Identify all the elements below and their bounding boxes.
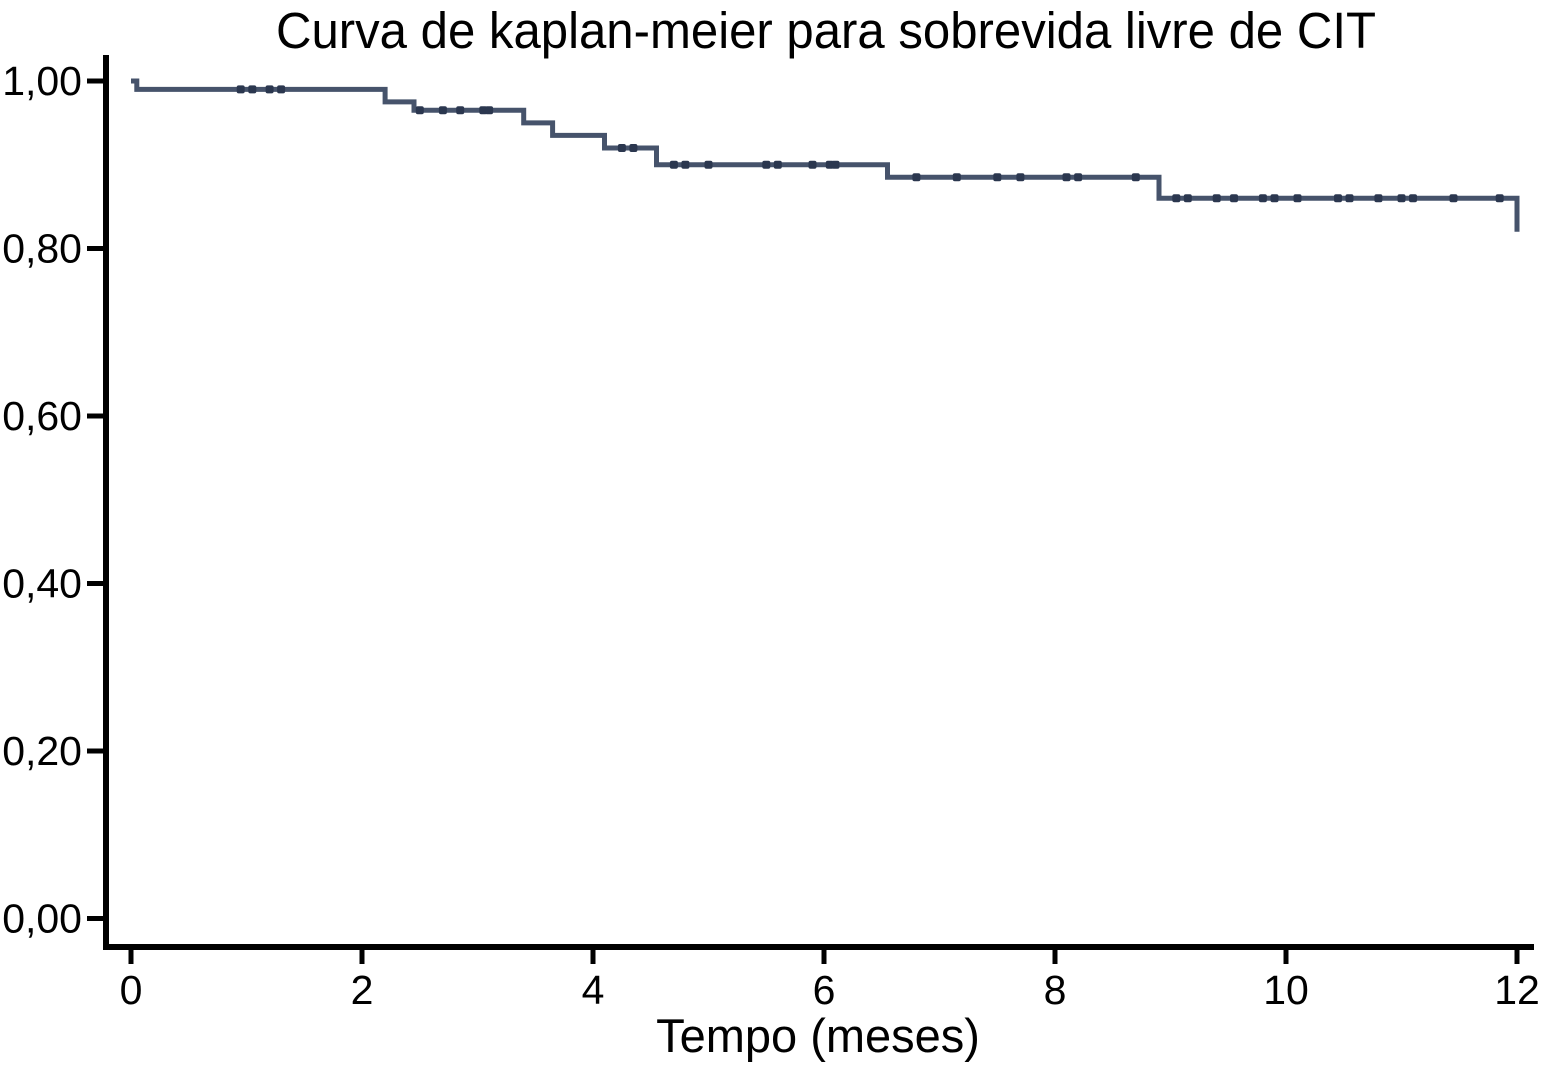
censor-mark: [248, 85, 257, 94]
x-tick-label: 12: [1494, 967, 1540, 1013]
x-tick-label: 8: [1044, 967, 1067, 1013]
y-tick-label: 0,80: [2, 226, 82, 272]
censor-mark: [1212, 194, 1221, 203]
censor-mark: [808, 160, 817, 169]
censor-mark: [669, 160, 678, 169]
chart-title: Curva de kaplan-meier para sobrevida liv…: [276, 2, 1376, 59]
censor-mark: [681, 160, 690, 169]
censor-marks: [236, 85, 1504, 203]
censor-mark: [438, 106, 447, 115]
censor-mark: [1258, 194, 1267, 203]
censor-mark: [1449, 194, 1458, 203]
censor-mark: [277, 85, 286, 94]
y-tick-label: 1,00: [2, 58, 82, 104]
censor-mark: [912, 173, 921, 182]
x-tick-label: 10: [1263, 967, 1309, 1013]
censor-mark: [1062, 173, 1071, 182]
axes: [103, 55, 1534, 950]
censor-mark: [415, 106, 424, 115]
censor-mark: [617, 144, 626, 152]
x-tick-label: 2: [351, 967, 374, 1013]
x-tick-label: 6: [813, 967, 836, 1013]
censor-mark: [1409, 194, 1417, 203]
censor-mark: [1172, 194, 1181, 203]
x-tick-label: 0: [120, 967, 143, 1013]
censor-mark: [762, 160, 771, 169]
survival-curve: [131, 78, 1520, 232]
censor-mark: [952, 173, 961, 182]
x-tick-label: 4: [582, 967, 605, 1013]
x-axis-ticks: 0 2 4 6 8 10 12: [120, 947, 1540, 1013]
censor-mark: [265, 85, 274, 94]
y-tick-label: 0,20: [2, 728, 82, 774]
censor-mark: [485, 106, 494, 115]
censor-mark: [1345, 194, 1354, 203]
censor-mark: [993, 173, 1002, 182]
censor-mark: [236, 85, 245, 94]
censor-mark: [1183, 194, 1192, 203]
censor-mark: [1131, 173, 1140, 182]
y-tick-label: 0,60: [2, 393, 82, 439]
censor-mark: [1270, 194, 1279, 203]
x-axis-title: Tempo (meses): [656, 1009, 980, 1062]
censor-mark: [1293, 194, 1302, 203]
censor-mark: [704, 160, 713, 169]
censor-mark: [831, 160, 840, 169]
censor-mark: [1016, 173, 1025, 182]
censor-mark: [1074, 173, 1083, 182]
survival-step-line: [131, 78, 1520, 232]
censor-mark: [1397, 194, 1406, 203]
censor-mark: [773, 160, 782, 169]
censor-mark: [1334, 194, 1342, 203]
censor-mark: [456, 106, 465, 115]
censor-mark: [1495, 194, 1504, 203]
censor-mark: [1374, 194, 1383, 203]
censor-mark: [1230, 194, 1238, 203]
censor-mark: [629, 144, 638, 152]
y-axis-ticks: 0,00 0,20 0,40 0,60 0,80 1,00: [2, 58, 106, 942]
y-tick-label: 0,40: [2, 561, 82, 607]
y-tick-label: 0,00: [2, 896, 82, 942]
